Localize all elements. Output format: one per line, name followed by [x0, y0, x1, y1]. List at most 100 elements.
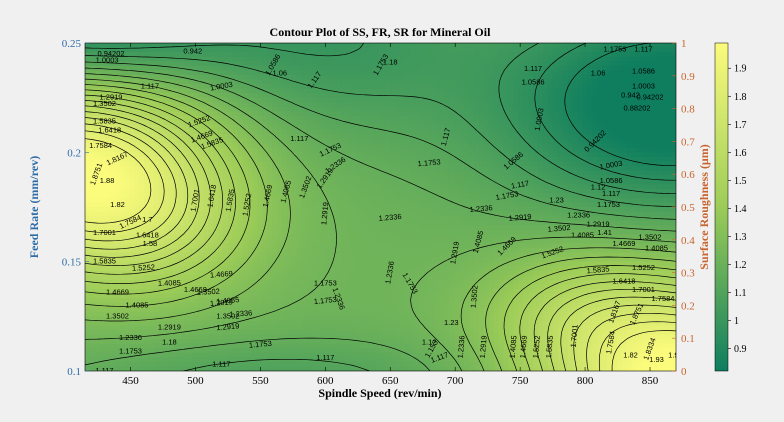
contour-cell [168, 102, 175, 108]
contour-cell [198, 193, 204, 199]
contour-cell [163, 238, 170, 245]
contour-cell [360, 302, 367, 308]
contour-cell [247, 220, 254, 226]
contour-cell [99, 320, 106, 327]
contour-cell [109, 293, 116, 299]
contour-cell [414, 320, 421, 327]
contour-cell [262, 61, 268, 67]
contour-cell [134, 120, 140, 126]
contour-cell [341, 270, 347, 276]
contour-cell [355, 102, 362, 108]
contour-cell [134, 179, 140, 185]
contour-cell [272, 343, 278, 349]
contour-cell [178, 56, 185, 62]
contour-cell [296, 366, 303, 371]
contour-cell [183, 352, 190, 358]
contour-cell [282, 361, 288, 368]
contour-cell [242, 243, 249, 249]
contour-cell [129, 352, 135, 358]
contour-cell [163, 352, 170, 358]
contour-cell [104, 279, 111, 286]
contour-cell [321, 52, 327, 58]
contour-cell [134, 343, 140, 349]
contour-cell [331, 56, 337, 62]
contour-cell [424, 129, 431, 135]
contour-cell [144, 93, 150, 99]
contour-cell [277, 325, 283, 331]
contour-cell [291, 307, 298, 313]
contour-cell [109, 302, 116, 308]
contour-cell [410, 320, 416, 327]
contour-cell [355, 252, 362, 258]
contour-cell [193, 348, 199, 354]
contour-cell [89, 106, 96, 112]
contour-cell [178, 125, 185, 131]
contour-cell [306, 47, 313, 53]
contour-cell [168, 316, 175, 322]
contour-cell [217, 238, 224, 245]
contour-cell [134, 88, 140, 94]
contour-cell [282, 184, 288, 190]
contour-cell [341, 56, 347, 62]
contour-cell [346, 125, 352, 131]
contour-cell [232, 143, 239, 149]
contour-cell [414, 120, 421, 126]
contour-cell [222, 84, 229, 90]
contour-cell [355, 97, 362, 103]
contour-cell [360, 266, 367, 272]
contour-cell [222, 170, 229, 176]
contour-cell [168, 270, 175, 276]
contour-cell [272, 74, 278, 81]
contour-cell [222, 102, 229, 108]
contour-cell [153, 88, 160, 94]
contour-cell [198, 330, 204, 336]
contour-cell [252, 225, 258, 231]
contour-cell [114, 93, 121, 99]
contour-cell [129, 366, 135, 371]
contour-cell [350, 88, 357, 94]
contour-cell [158, 225, 165, 231]
contour-cell [355, 193, 362, 199]
contour-cell [144, 361, 150, 368]
contour-cell [385, 266, 391, 272]
contour-cell [360, 70, 367, 76]
contour-cell [301, 106, 308, 112]
contour-cell [232, 289, 239, 295]
contour-cell [400, 125, 406, 131]
contour-cell [326, 279, 332, 286]
contour-cell [94, 316, 101, 322]
contour-cell [144, 343, 150, 349]
contour-cell [395, 74, 401, 81]
contour-cell [390, 293, 396, 299]
contour-cell [153, 188, 160, 194]
contour-cell [144, 52, 150, 58]
contour-cell [178, 147, 185, 153]
contour-cell [277, 197, 283, 204]
contour-cell [85, 225, 91, 231]
contour-cell [237, 266, 244, 272]
contour-cell [104, 134, 111, 140]
contour-cell [227, 65, 234, 71]
contour-cell [360, 248, 367, 254]
contour-cell [410, 166, 416, 172]
contour-cell [331, 211, 337, 217]
contour-cell [134, 143, 140, 149]
contour-cell [424, 56, 431, 62]
contour-cell [203, 61, 209, 67]
contour-cell [336, 193, 342, 199]
contour-cell [405, 352, 411, 358]
contour-cell [277, 311, 283, 317]
contour-cell [203, 143, 209, 149]
contour-cell [163, 106, 170, 112]
contour-cell [193, 161, 199, 167]
contour-cell [370, 302, 377, 308]
contour-cell [208, 289, 214, 295]
contour-cell [124, 52, 130, 58]
contour-cell [252, 366, 258, 371]
contour-cell [380, 352, 387, 358]
contour-cell [346, 138, 352, 144]
contour-cell [89, 143, 96, 149]
contour-cell [227, 93, 234, 99]
contour-cell [262, 211, 268, 217]
contour-cell [424, 97, 431, 103]
